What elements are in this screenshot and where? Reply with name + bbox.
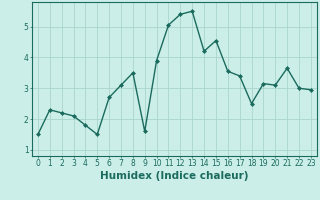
X-axis label: Humidex (Indice chaleur): Humidex (Indice chaleur) bbox=[100, 171, 249, 181]
